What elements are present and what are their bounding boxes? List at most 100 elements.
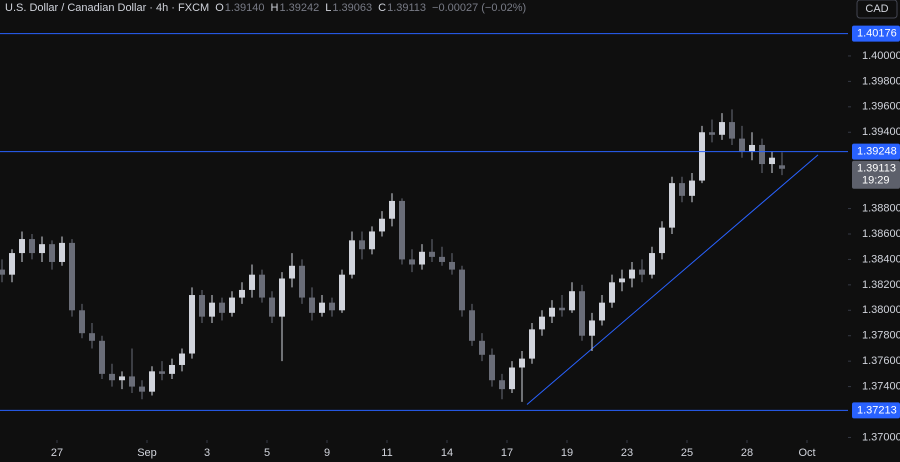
x-tick-label: Oct [798,447,815,459]
candle-body [519,358,525,368]
y-tick-label: 1.38600 [862,228,900,240]
candle-body [589,320,595,336]
candle-body [249,274,255,290]
candle-body [489,354,495,381]
level-label: 1.39248 [857,145,897,157]
candle-body [579,291,585,336]
candle-body [99,340,105,374]
candle-body [659,227,665,254]
candle-body [389,200,395,219]
candle-body [749,144,755,152]
candle-body [329,302,335,311]
candle-body [79,310,85,334]
candle-body [609,282,615,303]
y-tick-label: 1.39600 [862,101,900,113]
candle-body [119,376,125,381]
candle-body [239,289,245,298]
candle-body [129,376,135,387]
x-tick-label: 28 [741,447,753,459]
x-tick-label: Sep [137,447,157,459]
candle-body [699,132,705,181]
last-price-box [852,160,900,189]
candle-body [769,157,775,165]
last-price-label: 1.39113 [857,163,896,175]
candle-body [199,295,205,317]
candle-body [69,242,75,311]
candle-body [269,297,275,317]
candle-body [299,265,305,298]
x-tick-label: 23 [621,447,633,459]
candle-body [669,183,675,228]
candle-body [0,269,6,275]
candle-body [689,180,695,196]
candle-body [49,244,55,262]
ohlc-key: O [215,2,224,14]
x-tick-label: 19 [561,447,573,459]
ohlc-key: H [271,2,279,14]
candle-body [559,307,565,311]
candle-body [169,364,175,374]
candle-body [189,295,195,354]
candle-body [729,122,735,139]
candle-body [619,278,625,283]
candle-body [719,122,725,135]
level-label-box [852,25,900,42]
ohlc-value: 1.39242 [279,2,319,14]
candle-body [429,251,435,257]
candle-body [399,200,405,260]
candle-body [459,269,465,311]
y-tick-label: 1.38200 [862,279,900,291]
x-tick-label: 17 [501,447,513,459]
y-tick-label: 1.38400 [862,253,900,265]
candle-body [209,302,215,317]
candle-body [539,316,545,330]
candle-body [159,371,165,374]
candle-body [349,240,355,275]
candle-body [339,274,345,311]
chart-title: U.S. Dollar / Canadian Dollar · 4h · FXC… [5,2,209,14]
candle-body [359,240,365,250]
candle-body [39,244,45,254]
candle-body [409,259,415,265]
y-tick-label: 1.37600 [862,355,900,367]
ohlc-key: L [325,2,331,14]
candle-body [649,253,655,275]
candle-body [9,253,15,275]
level-label-box [852,402,900,419]
candle-body [629,269,635,279]
candle-body [149,371,155,392]
level-label-box [852,143,900,160]
y-tick-label: 1.39400 [862,126,900,138]
x-tick-label: 5 [264,447,270,459]
candle-body [289,265,295,279]
level-label: 1.37213 [857,404,897,416]
candle-body [679,183,685,196]
candle-body [219,302,225,313]
candle-body [439,256,445,262]
candle-body [139,386,145,392]
candle-body [549,307,555,317]
currency-button[interactable] [856,0,898,19]
y-tick-label: 1.39800 [862,75,900,87]
y-tick-label: 1.37800 [862,330,900,342]
candle-body [109,373,115,381]
candle-body [259,274,265,298]
x-tick-label: 25 [681,447,693,459]
x-tick-label: 3 [204,447,210,459]
currency-label[interactable]: CAD [865,3,888,15]
candle-body [59,242,65,262]
candle-body [599,302,605,321]
candle-body [449,261,455,270]
x-tick-label: 9 [324,447,330,459]
level-label: 1.40176 [857,27,897,39]
candle-body [499,380,505,390]
candle-body [279,278,285,317]
candle-body [779,165,785,169]
ohlc-value: 1.39140 [225,2,265,14]
y-tick-label: 1.38800 [862,202,900,214]
y-tick-label: 1.40000 [862,50,900,62]
candle-body [369,231,375,250]
ohlc-value: 1.39063 [332,2,372,14]
